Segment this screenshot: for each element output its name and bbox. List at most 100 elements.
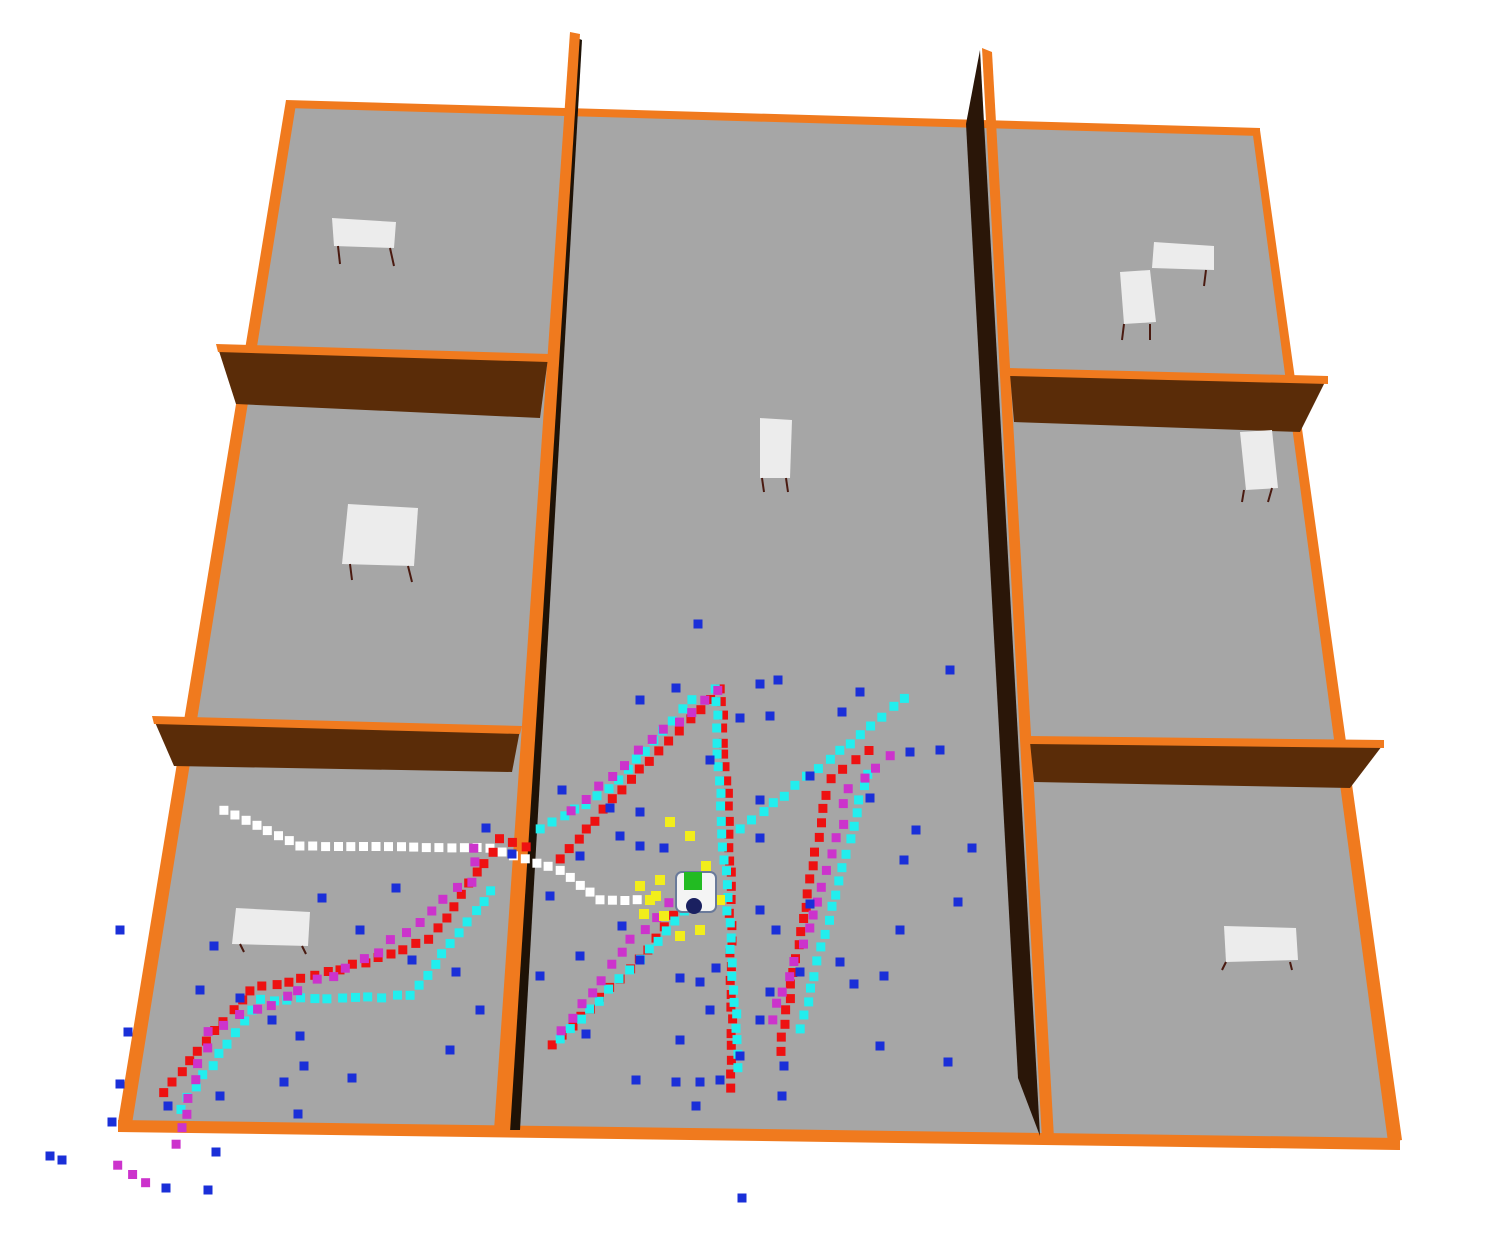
path-marker-magenta	[470, 857, 480, 867]
particle-blue	[899, 855, 909, 865]
path-marker-cyan	[846, 834, 856, 844]
path-marker-cyan	[799, 1010, 809, 1020]
particle-blue	[445, 1045, 455, 1055]
particle-blue	[675, 1035, 685, 1045]
path-marker-magenta	[607, 959, 617, 969]
path-marker-cyan	[725, 944, 735, 954]
path-marker-red	[664, 736, 674, 746]
path-marker-cyan	[735, 824, 745, 834]
path-marker-white	[219, 805, 229, 815]
path-marker-red	[347, 959, 357, 969]
robot[interactable]	[675, 871, 717, 914]
path-marker-cyan	[222, 1039, 232, 1049]
path-marker-cyan	[855, 730, 865, 740]
particle-blue	[295, 1031, 305, 1041]
path-marker-magenta	[253, 1004, 263, 1014]
path-marker-magenta	[633, 745, 643, 755]
path-marker-magenta	[777, 987, 787, 997]
path-marker-red	[581, 824, 591, 834]
particle-blue	[615, 831, 625, 841]
path-marker-cyan	[726, 933, 736, 943]
path-marker-cyan	[825, 915, 834, 925]
path-marker-cyan	[712, 738, 722, 748]
particle-blue	[895, 925, 905, 935]
path-marker-cyan	[423, 970, 433, 980]
path-marker-red	[719, 749, 729, 759]
path-marker-magenta	[467, 877, 477, 887]
table-top-left	[332, 218, 396, 267]
path-marker-magenta	[293, 986, 303, 996]
path-marker-red	[796, 927, 806, 937]
path-marker-red	[442, 913, 452, 923]
path-marker-cyan	[866, 721, 876, 731]
path-marker-cyan	[790, 780, 800, 790]
wall-right-upper-top	[1008, 368, 1328, 384]
path-marker-yellow	[659, 911, 669, 921]
path-marker-red	[574, 834, 584, 844]
path-marker-magenta	[203, 1043, 213, 1053]
path-marker-red	[398, 945, 408, 955]
path-marker-cyan	[711, 697, 721, 707]
path-marker-white	[447, 843, 457, 853]
path-marker-magenta	[617, 947, 627, 957]
path-marker-cyan	[812, 956, 822, 966]
path-marker-white	[555, 865, 565, 875]
path-marker-white	[321, 842, 331, 852]
path-marker-magenta	[283, 991, 293, 1001]
particle-blue	[631, 1075, 641, 1085]
path-marker-cyan	[889, 701, 899, 711]
particle-blue	[765, 987, 775, 997]
particle-blue	[57, 1155, 67, 1165]
particle-blue	[875, 1041, 885, 1051]
wall-left-lower-top	[152, 716, 522, 734]
particle-blue	[735, 1051, 745, 1061]
particle-blue	[557, 785, 567, 795]
particle-blue	[765, 711, 775, 721]
path-marker-magenta	[816, 882, 826, 892]
path-marker-magenta	[113, 1160, 123, 1170]
path-marker-cyan	[296, 993, 306, 1003]
path-marker-cyan	[809, 972, 819, 982]
particle-blue	[115, 1079, 125, 1089]
path-marker-red	[674, 726, 684, 736]
path-marker-cyan	[240, 1016, 250, 1026]
path-marker-magenta	[556, 1026, 566, 1036]
path-marker-red	[726, 1002, 736, 1012]
path-marker-magenta	[647, 734, 657, 744]
path-marker-red	[726, 1069, 736, 1079]
path-marker-red	[472, 867, 482, 877]
path-marker-cyan	[322, 994, 332, 1004]
path-marker-white	[409, 842, 419, 852]
path-marker-cyan	[899, 693, 909, 703]
particle-blue	[635, 841, 645, 851]
particle-blue	[849, 979, 859, 989]
path-marker-red	[818, 803, 828, 813]
path-marker-white	[397, 842, 406, 852]
path-marker-red	[323, 967, 333, 976]
wall-center-right-top	[982, 48, 1054, 1140]
path-marker-red	[185, 1056, 195, 1066]
path-marker-cyan	[640, 746, 650, 756]
outer-wall-top	[286, 100, 1260, 136]
path-marker-magenta	[438, 894, 448, 904]
path-marker-cyan	[437, 949, 447, 959]
path-marker-red	[725, 856, 735, 866]
path-marker-cyan	[351, 992, 360, 1002]
path-marker-cyan	[795, 1024, 805, 1034]
path-marker-cyan	[854, 795, 864, 805]
path-marker-red	[808, 861, 818, 871]
path-marker-magenta	[128, 1170, 138, 1179]
path-marker-cyan	[723, 893, 733, 902]
path-marker-magenta	[768, 1015, 778, 1025]
particle-blue	[211, 1147, 221, 1157]
path-marker-red	[495, 834, 504, 844]
path-marker-magenta	[374, 948, 384, 958]
particle-blue	[755, 679, 765, 689]
particle-blue	[671, 1077, 681, 1087]
wall-center-right-side	[966, 50, 1040, 1136]
path-marker-cyan	[198, 1070, 208, 1080]
path-marker-white	[334, 842, 343, 851]
path-marker-cyan	[713, 710, 723, 720]
path-marker-cyan	[581, 800, 591, 810]
